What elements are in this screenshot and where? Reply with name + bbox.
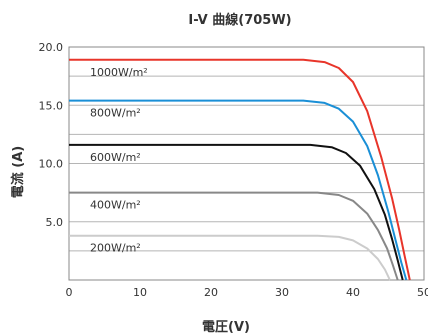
y-tick-label: 15.0 xyxy=(39,99,64,112)
y-tick-label: 20.0 xyxy=(39,41,64,54)
series-label: 400W/m² xyxy=(90,199,141,212)
x-tick-label: 50 xyxy=(417,286,428,299)
chart-title: I-V 曲線(705W) xyxy=(188,12,291,28)
x-axis-label: 電圧(V) xyxy=(202,320,250,335)
y-axis-ticks: 20.0 15.0 10.0 5.0 xyxy=(39,41,64,229)
y-tick-label: 10.0 xyxy=(39,158,64,171)
series-label: 600W/m² xyxy=(90,151,141,164)
series-label: 200W/m² xyxy=(90,242,141,255)
series-lines xyxy=(69,58,411,281)
x-tick-label: 0 xyxy=(66,286,73,299)
series-line xyxy=(69,143,404,281)
x-tick-label: 10 xyxy=(133,286,147,299)
series-line xyxy=(69,191,399,281)
series-label: 1000W/m² xyxy=(90,66,148,79)
series-line xyxy=(69,58,411,281)
x-tick-label: 20 xyxy=(204,286,218,299)
y-tick-label: 5.0 xyxy=(46,216,64,229)
plot-frame xyxy=(68,46,425,281)
series-line xyxy=(69,99,408,281)
series-label: 800W/m² xyxy=(90,107,141,120)
series-labels: 1000W/m² 800W/m² 600W/m² 400W/m² 200W/m² xyxy=(90,66,148,255)
x-axis-ticks: 0 10 20 30 40 50 xyxy=(66,286,428,299)
y-axis-label: 電流 (A) xyxy=(10,146,26,198)
x-tick-label: 40 xyxy=(346,286,360,299)
x-tick-label: 30 xyxy=(275,286,289,299)
series-line xyxy=(69,234,391,281)
